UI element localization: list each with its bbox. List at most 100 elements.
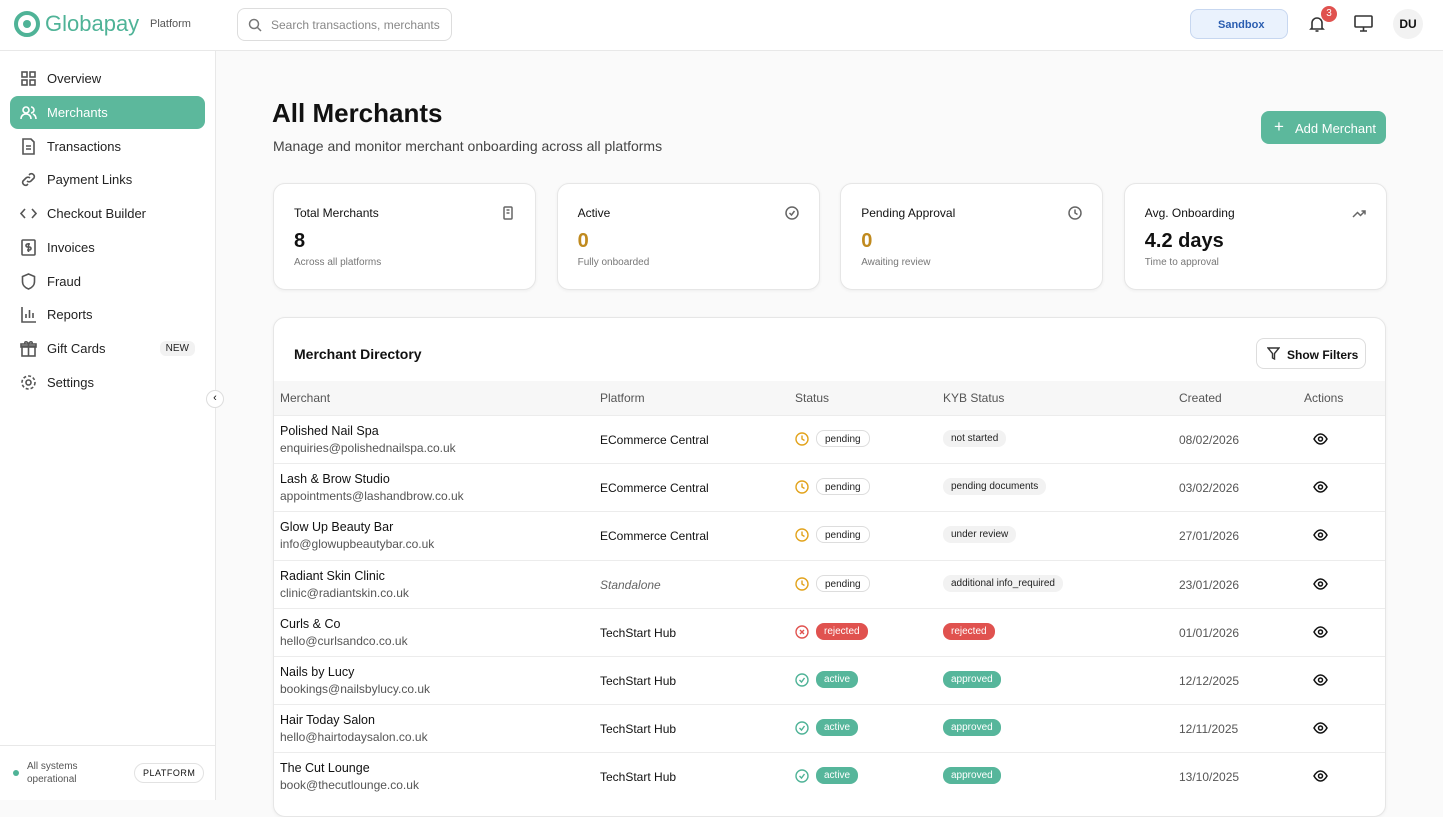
stat-card: Avg. Onboarding 4.2 days Time to approval (1123, 183, 1387, 290)
platform: ECommerce Central (600, 529, 709, 544)
icon (795, 480, 809, 494)
kyb-badge: under review (943, 526, 1017, 544)
platform: Standalone (600, 577, 661, 592)
row-divider (274, 656, 1385, 657)
row-divider (274, 463, 1385, 465)
add-merchant-button[interactable]: + Add Merchant (1261, 111, 1386, 144)
table-header (274, 381, 1385, 416)
display-icon[interactable] (1354, 15, 1373, 32)
stat-icon (1068, 206, 1082, 220)
merchant-name: The Cut Lounge (280, 761, 370, 776)
nav-item[interactable]: Reports (10, 298, 205, 331)
status-badge: active (816, 719, 859, 737)
nav-item[interactable]: Payment Links (10, 163, 205, 196)
row-divider (274, 607, 1385, 609)
created-date: 23/01/2026 (1179, 577, 1240, 592)
status-badge: pending (816, 430, 870, 447)
platform-label: Platform (150, 18, 191, 30)
stat-caption: Fully onboarded (577, 257, 650, 268)
logo (14, 11, 40, 37)
search[interactable]: Search transactions, merchants (237, 8, 452, 41)
avatar[interactable]: DU (1393, 9, 1423, 39)
created-date: 08/02/2026 (1179, 433, 1240, 447)
stat-icon (784, 206, 799, 220)
brand: Globapay (45, 11, 140, 36)
created-date: 12/12/2025 (1179, 674, 1240, 688)
kyb-badge: approved (943, 671, 1001, 688)
stat-value: 0 (577, 230, 589, 252)
icon (795, 528, 809, 543)
merchant-email: hello@hairtodaysalon.co.uk (280, 730, 428, 745)
view-button[interactable] (1313, 769, 1328, 783)
column-header: Merchant (280, 391, 331, 405)
sidebar: Overview Merchants Transactions Payment … (0, 51, 224, 800)
nav-item[interactable]: Invoices (10, 231, 205, 264)
nav-label: Payment Links (47, 172, 133, 187)
stat-caption: Across all platforms (294, 257, 382, 268)
row-divider (274, 704, 1385, 706)
environment: Sandbox (1218, 19, 1265, 31)
platform: TechStart Hub (600, 770, 677, 785)
nav-label: Settings (47, 375, 94, 390)
nav-item[interactable]: Fraud (10, 265, 205, 298)
stat-card: Total Merchants 8 Across all platforms (273, 183, 536, 290)
collapse-button[interactable]: ‹ (206, 390, 224, 408)
page-subtitle: Manage and monitor merchant onboarding a… (273, 138, 663, 154)
platform: TechStart Hub (600, 722, 677, 737)
status-badge: pending (816, 526, 870, 544)
nav-label: Reports (47, 307, 93, 322)
stat-value: 4.2 days (1144, 230, 1224, 252)
merchant-name: Polished Nail Spa (280, 424, 379, 438)
button-label: Add Merchant (1295, 121, 1376, 136)
platform: ECommerce Central (600, 433, 709, 447)
nav-item[interactable]: Overview (10, 62, 205, 95)
nav-label: Gift Cards (47, 341, 106, 356)
kyb-badge: not started (943, 430, 1007, 447)
row-divider (274, 752, 1385, 754)
merchant-email: clinic@radiantskin.co.uk (280, 585, 409, 600)
bell[interactable] (1308, 15, 1326, 33)
kyb-badge: rejected (943, 622, 995, 640)
view-button[interactable] (1313, 673, 1328, 686)
view-button[interactable] (1313, 625, 1328, 638)
merchant-email: appointments@lashandbrow.co.uk (280, 489, 464, 504)
nav-item[interactable]: Settings (10, 366, 205, 399)
nav-item[interactable]: Merchants (10, 96, 205, 129)
merchant-email: book@thecutlounge.co.uk (280, 778, 419, 793)
merchant-name: Curls & Co (280, 616, 341, 631)
merchant-email: info@glowupbeautybar.co.uk (280, 537, 435, 552)
filter-button[interactable]: Show Filters (1256, 338, 1366, 369)
nav-item[interactable]: Transactions (10, 130, 205, 163)
footer-badge: PLATFORM (134, 763, 205, 783)
status-badge: pending (816, 574, 870, 592)
icon (795, 673, 809, 687)
page: Globapay Platform Search transactions, m… (0, 6, 1443, 817)
stat-value: 0 (861, 230, 873, 252)
nav-item[interactable]: Gift Cards NEW (10, 332, 205, 365)
environment-selector[interactable]: Sandbox (1190, 9, 1288, 39)
created-date: 01/01/2026 (1179, 625, 1240, 640)
status-badge: active (816, 767, 859, 785)
view-button[interactable] (1313, 480, 1328, 493)
column-header: Platform (600, 391, 645, 405)
row-divider (274, 415, 1385, 416)
stat-caption: Time to approval (1144, 257, 1219, 268)
column-header: Actions (1304, 391, 1344, 405)
nav-label: Overview (47, 71, 102, 86)
icon (795, 769, 809, 784)
stat-icon (1352, 210, 1366, 218)
nav-item[interactable]: Checkout Builder (10, 197, 205, 230)
merchant-name: Hair Today Salon (280, 713, 375, 728)
view-button[interactable] (1313, 577, 1328, 590)
view-button[interactable] (1313, 528, 1328, 542)
nav-label: Checkout Builder (47, 206, 146, 221)
system-status: All systems operational (27, 761, 78, 785)
kyb-badge: additional info_required (943, 574, 1063, 592)
view-button[interactable] (1313, 432, 1328, 445)
kyb-badge: approved (943, 767, 1001, 785)
view-button[interactable] (1313, 721, 1328, 734)
column-header: Status (795, 391, 830, 405)
stat-caption: Awaiting review (861, 257, 931, 268)
platform: TechStart Hub (600, 674, 677, 688)
button-label: Show Filters (1287, 348, 1359, 362)
